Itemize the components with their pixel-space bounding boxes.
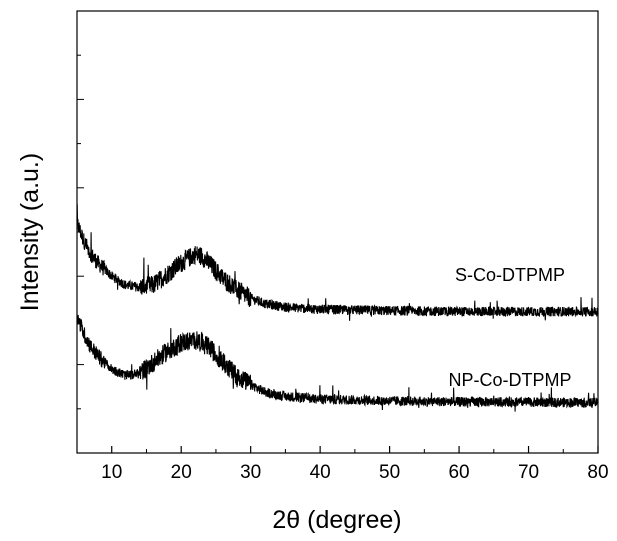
series-line-2 <box>76 314 599 412</box>
x-tick-label: 70 <box>518 462 539 483</box>
x-tick-label: 20 <box>171 462 192 483</box>
x-tick-label: 50 <box>379 462 400 483</box>
x-tick-label: 10 <box>101 462 122 483</box>
x-tick-label: 40 <box>310 462 331 483</box>
y-axis-title: Intensity (a.u.) <box>16 153 44 311</box>
series-lines <box>76 204 599 412</box>
x-tick-label: 60 <box>448 462 469 483</box>
series-label-2: NP-Co-DTPMP <box>448 370 571 390</box>
series-labels: S-Co-DTPMP NP-Co-DTPMP <box>448 265 571 390</box>
series-line-1 <box>76 204 599 321</box>
x-tick-label: 30 <box>240 462 261 483</box>
x-tick-label: 80 <box>587 462 608 483</box>
x-axis-title: 2θ (degree) <box>272 506 401 534</box>
x-axis-ticks: 10 20 30 40 50 60 70 80 <box>101 446 609 483</box>
series-label-1: S-Co-DTPMP <box>455 265 565 285</box>
